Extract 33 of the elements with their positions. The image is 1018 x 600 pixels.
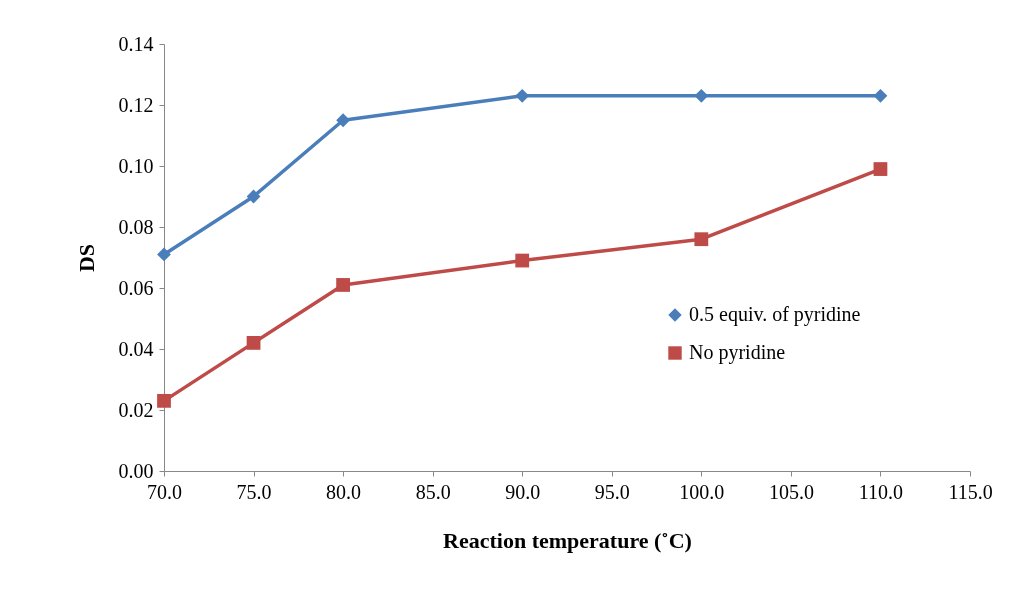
point [336, 113, 350, 128]
point [246, 336, 261, 350]
x-tick-label: 105.0 [768, 480, 814, 503]
y-tick-label: 0.00 [118, 459, 154, 482]
y-tick-label: 0.14 [118, 32, 154, 55]
x-tick-label: 85.0 [415, 480, 451, 503]
x-axis-title: Reaction temperature (˚C) [443, 527, 692, 553]
y-tick-label: 0.08 [118, 215, 154, 238]
point [515, 88, 530, 103]
x-tick-label: 80.0 [326, 480, 362, 503]
y-tick-label: 0.10 [118, 154, 154, 177]
x-tick-label: 75.0 [236, 480, 272, 503]
y-axis-title: DS [73, 243, 99, 273]
y-tick-label: 0.02 [118, 398, 154, 421]
point [515, 253, 530, 268]
point [873, 88, 888, 103]
legend-label: 0.5 equiv. of pyridine [689, 303, 861, 326]
point [336, 278, 350, 292]
x-tick-label: 100.0 [679, 480, 725, 503]
x-tick-label: 90.0 [505, 480, 541, 503]
point [694, 232, 709, 247]
y-tick-label: 0.12 [118, 93, 154, 116]
y-tick-label: 0.04 [118, 337, 154, 360]
legend-label: No pyridine [689, 341, 786, 364]
x-tick-label: 70.0 [147, 480, 182, 503]
point [694, 88, 709, 103]
x-tick-label: 115.0 [948, 480, 993, 503]
y-tick-label: 0.06 [118, 276, 154, 299]
point [157, 393, 171, 408]
x-tick-label: 95.0 [594, 480, 630, 503]
point [873, 162, 888, 176]
x-tick-label: 110.0 [858, 480, 904, 503]
point [157, 247, 171, 262]
